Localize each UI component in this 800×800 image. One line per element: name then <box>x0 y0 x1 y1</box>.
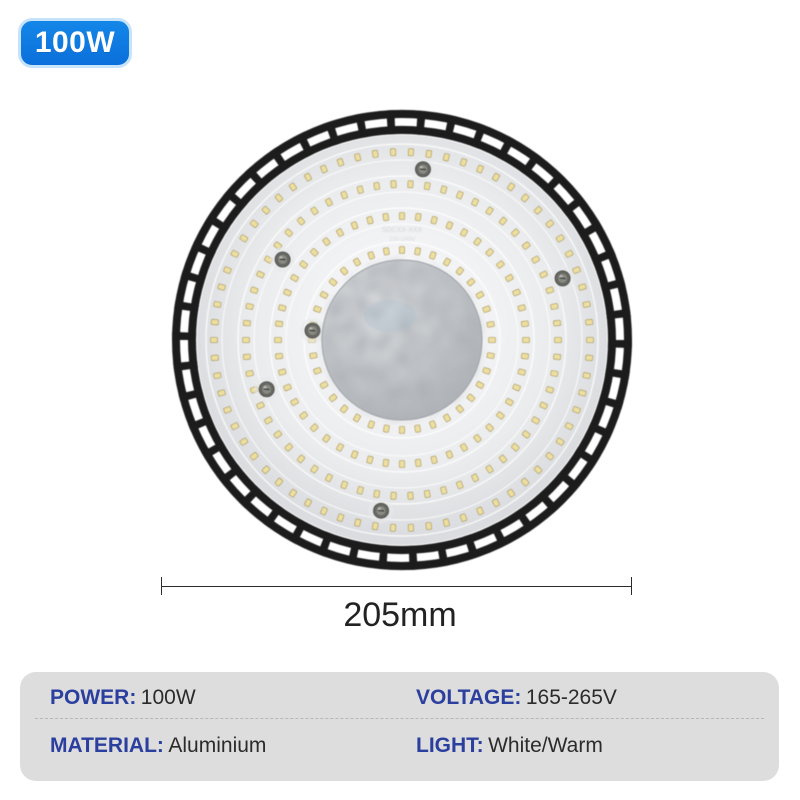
svg-text:220-240V: 220-240V <box>389 237 415 243</box>
svg-text:SDCXX-XXX: SDCXX-XXX <box>382 227 423 234</box>
